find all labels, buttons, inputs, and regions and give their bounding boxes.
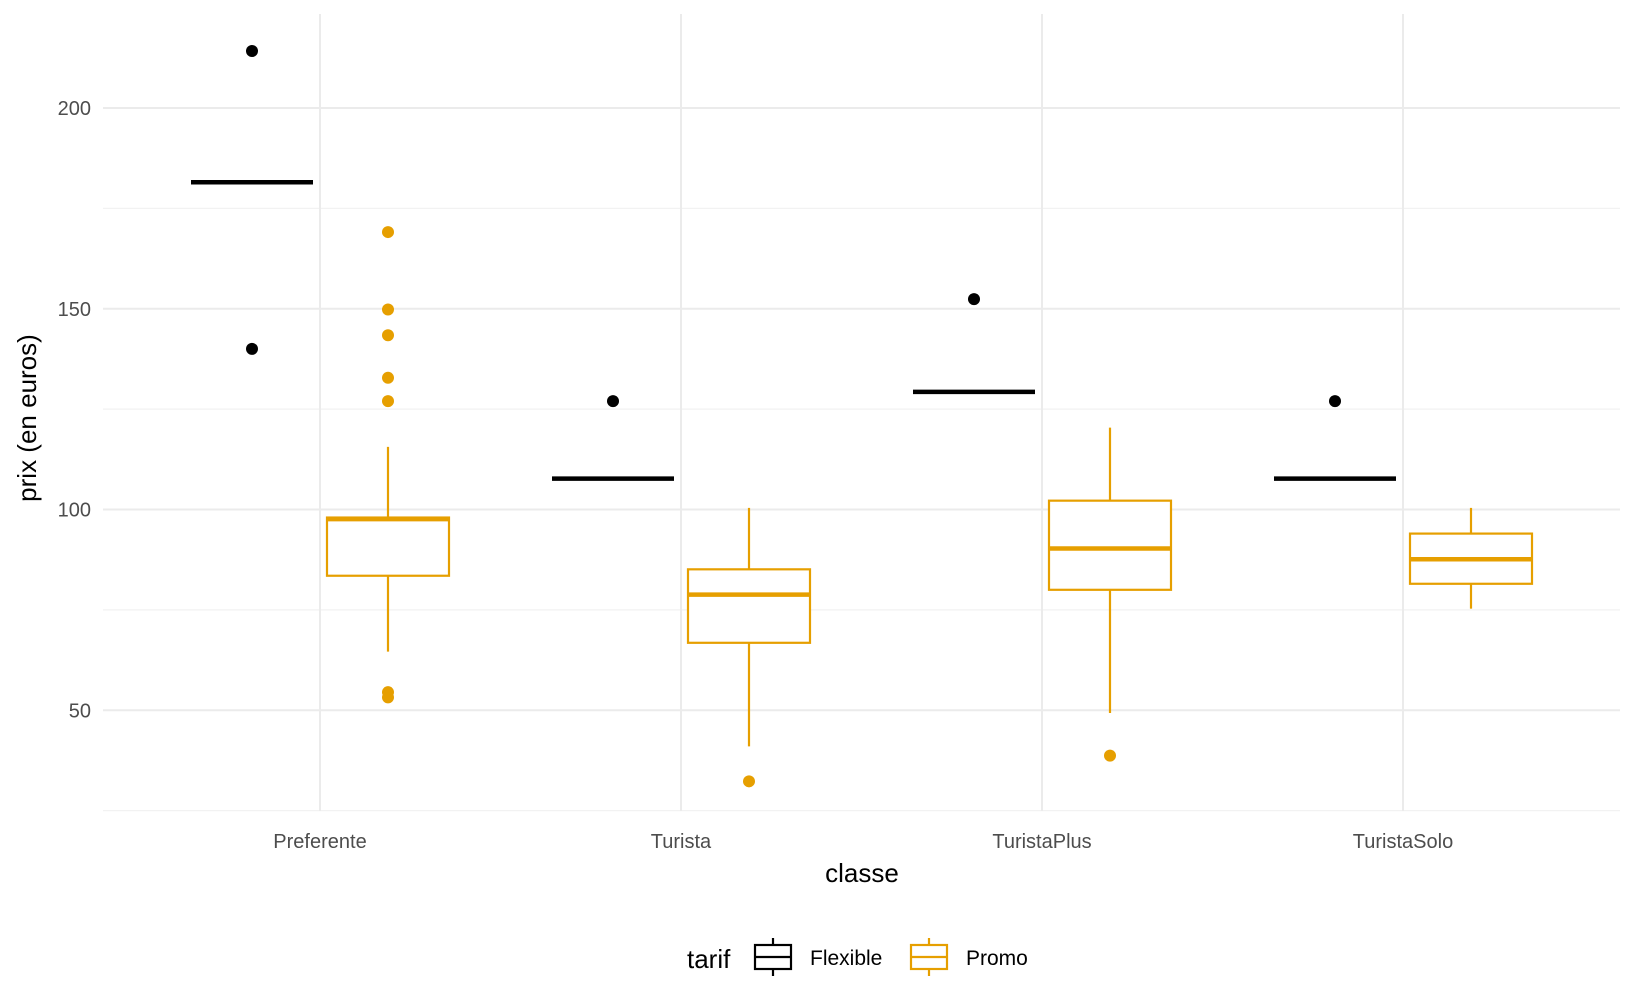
box-turista-flexible: [552, 395, 674, 481]
outlier-point: [246, 44, 258, 57]
legend-label-promo: Promo: [966, 947, 1028, 970]
box-preferente-flexible: [191, 44, 313, 355]
box-iqr: [1047, 499, 1173, 591]
y-tick-label: 50: [69, 700, 91, 722]
outlier-point: [246, 342, 258, 355]
outlier-point: [382, 303, 394, 316]
x-tick-label: TuristaPlus: [992, 831, 1091, 853]
legend-key-flexible: [753, 938, 793, 976]
y-axis-tick-labels: 50 100 150 200: [58, 98, 91, 722]
x-axis-tick-labels: Preferente Turista TuristaPlus TuristaSolo: [273, 831, 1453, 853]
x-tick-label: TuristaSolo: [1353, 831, 1453, 853]
box-turista-promo: [686, 507, 812, 788]
box-iqr: [686, 568, 812, 644]
y-tick-label: 200: [58, 98, 91, 120]
outlier-point: [743, 775, 755, 788]
box-turistasolo-flexible: [1274, 395, 1396, 481]
outlier-point: [607, 395, 619, 408]
outlier-point: [1104, 749, 1116, 762]
box-turistaplus-flexible: [913, 293, 1035, 395]
legend-label-flexible: Flexible: [810, 947, 882, 970]
x-tick-label: Preferente: [273, 831, 366, 853]
box-preferente-promo: [325, 226, 451, 704]
legend: tarif Flexible Promo: [687, 938, 1028, 976]
x-tick-label: Turista: [651, 831, 712, 853]
grid-lines: [103, 14, 1620, 812]
series-promo: [325, 226, 1534, 788]
outlier-point: [1329, 395, 1341, 408]
legend-key-promo: [909, 938, 949, 976]
outlier-point: [382, 691, 394, 704]
legend-title: tarif: [687, 944, 731, 974]
outlier-point: [382, 395, 394, 408]
box-iqr: [325, 516, 451, 577]
x-axis-title: classe: [825, 858, 899, 888]
box-turistaplus-promo: [1047, 427, 1173, 762]
outlier-point: [968, 293, 980, 306]
box-turistasolo-promo: [1408, 507, 1534, 609]
outlier-point: [382, 329, 394, 342]
y-tick-label: 100: [58, 500, 91, 522]
outlier-point: [382, 371, 394, 384]
outlier-point: [382, 226, 394, 239]
y-tick-label: 150: [58, 299, 91, 321]
box-series: [191, 44, 1534, 788]
y-axis-title: prix (en euros): [12, 334, 42, 502]
series-flexible: [191, 44, 1396, 481]
